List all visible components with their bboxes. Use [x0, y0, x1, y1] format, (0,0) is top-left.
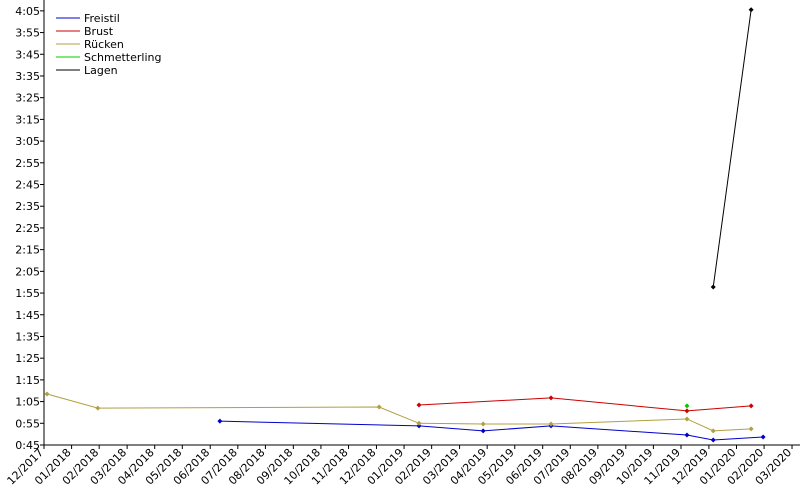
y-tick-label: 3:25: [15, 92, 40, 105]
y-tick-label: 1:35: [15, 330, 40, 343]
data-point: [684, 416, 690, 422]
legend-label: Rücken: [84, 38, 124, 51]
y-tick-label: 3:15: [15, 113, 40, 126]
y-tick-label: 1:55: [15, 287, 40, 300]
data-point: [217, 418, 223, 424]
y-tick-label: 3:05: [15, 135, 40, 148]
data-point: [748, 426, 754, 432]
y-tick-label: 1:25: [15, 352, 40, 365]
y-tick-label: 3:45: [15, 48, 40, 61]
y-tick-label: 4:05: [15, 5, 40, 18]
data-point: [748, 403, 754, 409]
data-point: [710, 284, 716, 290]
data-point: [710, 428, 716, 434]
series-line: [418, 397, 752, 412]
y-tick-label: 2:15: [15, 244, 40, 257]
data-point: [710, 437, 716, 443]
data-point: [748, 7, 754, 13]
data-point: [376, 404, 382, 410]
legend-label: Freistil: [84, 12, 120, 25]
y-tick-label: 2:45: [15, 179, 40, 192]
data-point: [44, 391, 50, 397]
legend-label: Brust: [84, 25, 114, 38]
data-point: [95, 405, 101, 411]
legend-label: Lagen: [84, 64, 118, 77]
data-point: [684, 403, 690, 409]
data-point: [684, 432, 690, 438]
y-tick-label: 0:55: [15, 417, 40, 430]
data-point: [416, 420, 422, 426]
y-tick-label: 1:15: [15, 374, 40, 387]
data-point: [548, 421, 554, 427]
y-tick-label: 2:05: [15, 265, 40, 278]
data-point: [684, 408, 690, 414]
data-point: [416, 423, 422, 429]
y-tick-label: 1:45: [15, 309, 40, 322]
data-point: [760, 434, 766, 440]
y-tick-label: 1:05: [15, 396, 40, 409]
series-line: [712, 9, 752, 288]
y-tick-label: 0:45: [15, 439, 40, 452]
y-tick-label: 3:55: [15, 27, 40, 40]
data-point: [480, 428, 486, 434]
y-tick-label: 2:35: [15, 200, 40, 213]
data-point: [548, 395, 554, 401]
y-tick-label: 2:55: [15, 157, 40, 170]
data-point: [480, 421, 486, 427]
y-tick-label: 3:35: [15, 70, 40, 83]
legend-label: Schmetterling: [84, 51, 161, 64]
y-tick-label: 2:25: [15, 222, 40, 235]
data-point: [416, 402, 422, 408]
